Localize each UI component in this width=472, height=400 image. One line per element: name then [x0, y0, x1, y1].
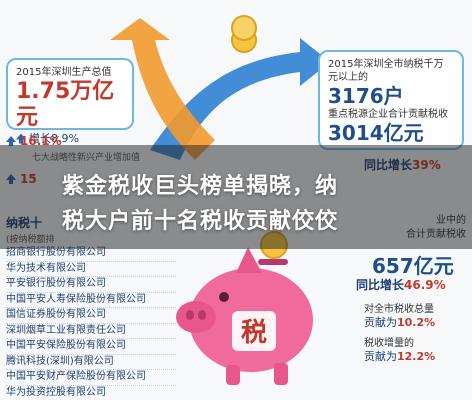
- list-item: 中国平安人寿保险股份有限公司: [6, 293, 176, 308]
- headline-line-2: 税大户前十名税收贡献佼佼: [62, 209, 339, 234]
- headline-line-1: 紫金税收巨头榜单揭晓，纳: [62, 174, 339, 199]
- piggy-bank-icon: 税: [176, 231, 313, 385]
- key-line-1: 2015年深圳全市纳税千万: [328, 59, 444, 70]
- gdp-label: 2015年深圳生产总值: [16, 67, 112, 78]
- gdp-value: 1.75万亿元: [16, 79, 115, 130]
- list-item: 中国平安财产保险股份有限公司: [6, 370, 176, 386]
- gdp-growth: 增长8.9%: [16, 131, 124, 146]
- incr-value: 贡献为12.2%: [364, 350, 436, 363]
- up-arrow-icon: [6, 136, 16, 146]
- share-value: 贡献为10.2%: [364, 316, 436, 329]
- list-item: 平安银行股份有限公司: [6, 277, 176, 293]
- share-label: 对全市税收总量: [364, 304, 434, 315]
- pct-value-1: 16.1%: [20, 134, 62, 148]
- gdp-box: 2015年深圳生产总值 1.75万亿元 增长8.9%: [6, 58, 134, 145]
- up-arrow-icon: [16, 133, 26, 144]
- headline-banner: 紫金税收巨头榜单揭晓，纳 税大户前十名税收贡献佼佼: [0, 145, 472, 249]
- list-item: 招商银行股份有限公司: [6, 246, 176, 262]
- sub-amount: 657亿元: [372, 254, 454, 278]
- key-line-2: 元以上的: [328, 72, 368, 83]
- orange-arrow: [110, 18, 215, 160]
- pct-row-1: 16.1%: [6, 134, 62, 148]
- growth-2: 同比增长46.9%: [356, 278, 446, 292]
- top-taxpayer-list: 招商银行股份有限公司 华为技术有限公司 平安银行股份有限公司 中国平安人寿保险股…: [6, 246, 176, 400]
- coin-icon: [231, 15, 257, 41]
- amount-value: 3014亿元: [328, 121, 424, 145]
- key-line-3: 重点税源企业合计贡献税收: [328, 109, 448, 120]
- households-value: 3176户: [328, 84, 404, 108]
- list-item: 华为技术有限公司: [6, 262, 176, 277]
- key-taxpayer-box: 2015年深圳全市纳税千万 元以上的 3176户 重点税源企业合计贡献税收 30…: [318, 50, 464, 150]
- list-item: 中国平安保险股份有限公司: [6, 339, 176, 355]
- list-item: 腾讯科技(深圳)有限公司: [6, 355, 176, 370]
- list-item: 华为投资控股有限公司: [6, 386, 176, 400]
- pig-stamp: 税: [241, 318, 267, 348]
- list-item: 深圳烟草工业有限责任公司: [6, 324, 176, 339]
- incr-label: 税收增量的: [364, 338, 414, 349]
- list-item: 国信证券股份有限公司: [6, 308, 176, 324]
